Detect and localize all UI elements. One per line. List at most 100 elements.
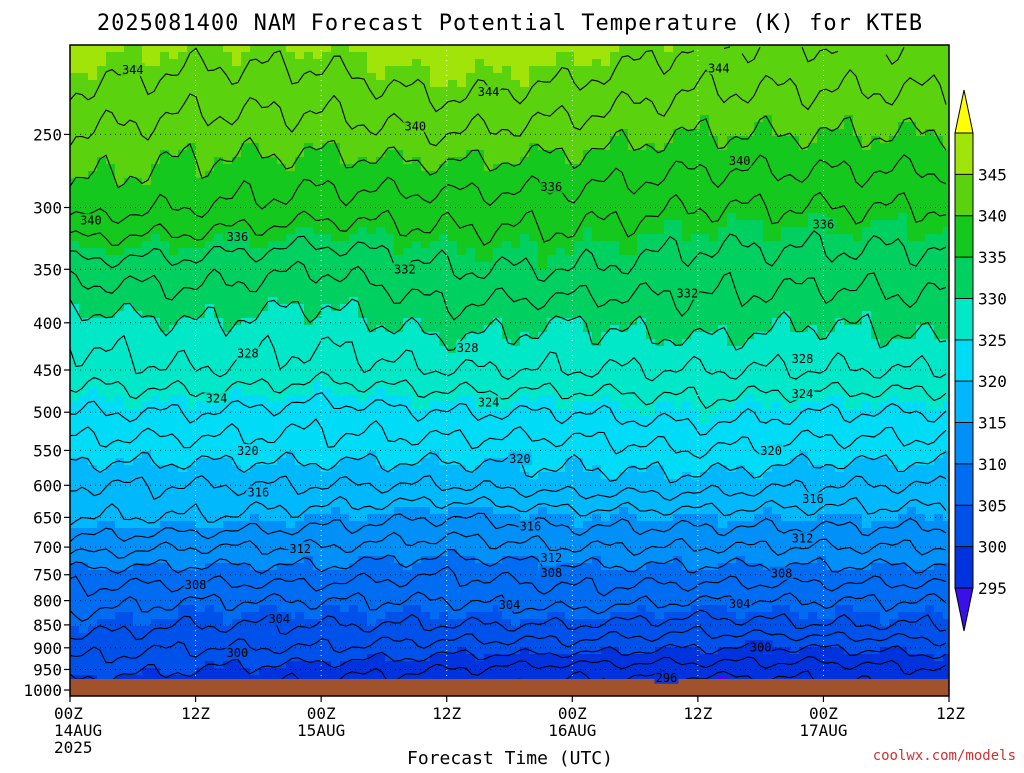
field-cell [430, 213, 440, 221]
field-cell [115, 675, 125, 683]
field-cell [475, 332, 485, 340]
field-cell [457, 675, 467, 683]
field-cell [97, 633, 107, 641]
field-cell [259, 185, 269, 193]
field-cell [196, 276, 206, 284]
field-cell [331, 549, 341, 557]
field-cell [358, 374, 368, 382]
field-cell [124, 542, 134, 550]
field-cell [169, 220, 179, 228]
field-cell [142, 486, 152, 494]
field-cell [160, 178, 170, 186]
field-cell [214, 290, 224, 298]
field-cell [196, 423, 206, 431]
field-cell [268, 164, 278, 172]
field-cell [511, 381, 521, 389]
field-cell [115, 626, 125, 634]
field-cell [475, 388, 485, 396]
field-cell [475, 437, 485, 445]
field-cell [88, 290, 98, 298]
field-cell [97, 521, 107, 529]
field-cell [169, 192, 179, 200]
field-cell [511, 528, 521, 536]
field-cell [349, 311, 359, 319]
field-cell [79, 500, 89, 508]
field-cell [304, 612, 314, 620]
field-cell [340, 591, 350, 599]
field-cell [376, 472, 386, 480]
field-cell [169, 143, 179, 151]
field-cell [322, 479, 332, 487]
field-cell [340, 192, 350, 200]
field-cell [367, 654, 377, 662]
field-cell [475, 640, 485, 648]
field-cell [457, 598, 467, 606]
field-cell [457, 192, 467, 200]
field-cell [358, 101, 368, 109]
field-cell [421, 171, 431, 179]
field-cell [385, 241, 395, 249]
field-cell [106, 234, 116, 242]
field-cell [97, 157, 107, 165]
field-cell [448, 528, 458, 536]
field-cell [115, 591, 125, 599]
field-cell [286, 80, 296, 88]
field-cell [340, 255, 350, 263]
field-cell [547, 255, 557, 263]
field-cell [97, 472, 107, 480]
field-cell [403, 150, 413, 158]
field-cell [133, 402, 143, 410]
field-cell [232, 633, 242, 641]
field-cell [457, 381, 467, 389]
field-cell [160, 416, 170, 424]
field-cell [358, 633, 368, 641]
field-cell [259, 661, 269, 669]
field-cell [286, 318, 296, 326]
field-cell [286, 192, 296, 200]
field-cell [493, 45, 503, 53]
field-cell [358, 297, 368, 305]
field-cell [430, 591, 440, 599]
field-cell [466, 507, 476, 515]
field-cell [511, 325, 521, 333]
field-cell [79, 612, 89, 620]
field-cell [412, 472, 422, 480]
field-cell [160, 332, 170, 340]
field-cell [241, 668, 251, 676]
field-cell [178, 325, 188, 333]
field-cell [421, 143, 431, 151]
field-cell [421, 563, 431, 571]
field-cell [403, 430, 413, 438]
field-cell [385, 192, 395, 200]
field-cell [124, 423, 134, 431]
field-cell [79, 619, 89, 627]
field-cell [124, 283, 134, 291]
field-cell [115, 486, 125, 494]
field-cell [493, 367, 503, 375]
field-cell [259, 143, 269, 151]
field-cell [88, 598, 98, 606]
field-cell [241, 304, 251, 312]
field-cell [439, 493, 449, 501]
field-cell [538, 262, 548, 270]
field-cell [457, 157, 467, 165]
field-cell [214, 472, 224, 480]
field-cell [250, 276, 260, 284]
field-cell [232, 507, 242, 515]
field-cell [358, 535, 368, 543]
field-cell [79, 668, 89, 676]
field-cell [178, 150, 188, 158]
field-cell [79, 157, 89, 165]
field-cell [232, 598, 242, 606]
field-cell [547, 143, 557, 151]
field-cell [457, 542, 467, 550]
field-cell [430, 227, 440, 235]
field-cell [394, 234, 404, 242]
field-cell [529, 514, 539, 522]
field-cell [403, 437, 413, 445]
field-cell [385, 528, 395, 536]
field-cell [421, 108, 431, 116]
field-cell [205, 164, 215, 172]
field-cell [331, 52, 341, 60]
field-cell [448, 535, 458, 543]
